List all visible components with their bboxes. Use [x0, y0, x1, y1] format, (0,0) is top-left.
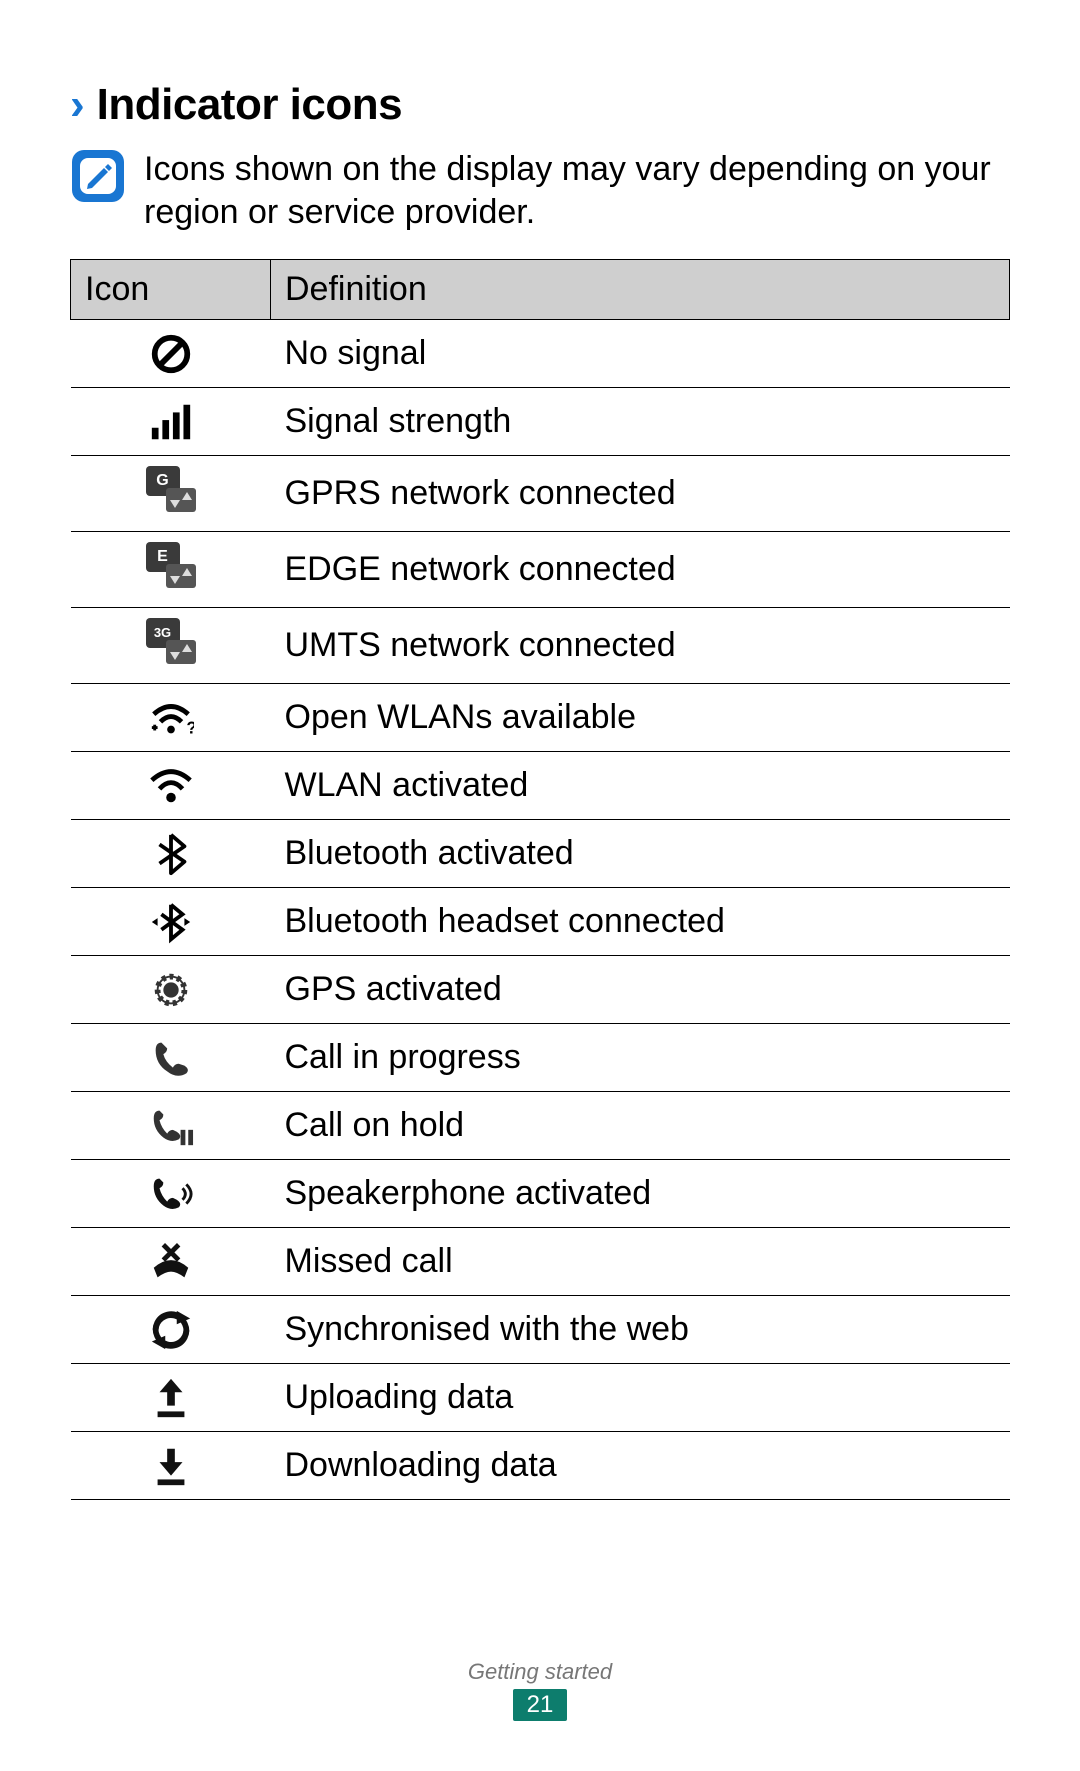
indicator-table: Icon Definition No signalSignal strength… — [70, 259, 1010, 1500]
table-row: Speakerphone activated — [71, 1160, 1010, 1228]
definition-cell: GPRS network connected — [271, 456, 1010, 532]
speakerphone-icon — [71, 1160, 271, 1228]
definition-cell: Speakerphone activated — [271, 1160, 1010, 1228]
definition-cell: No signal — [271, 320, 1010, 388]
section-heading-row: › Indicator icons — [70, 80, 1010, 130]
svg-text:?: ? — [186, 717, 194, 737]
edge-icon: E — [71, 532, 271, 608]
upload-icon — [71, 1364, 271, 1432]
table-row: Uploading data — [71, 1364, 1010, 1432]
col-header-icon: Icon — [71, 260, 271, 320]
definition-cell: Downloading data — [271, 1432, 1010, 1500]
bluetooth-icon — [71, 820, 271, 888]
definition-cell: Missed call — [271, 1228, 1010, 1296]
chevron-right-icon: › — [70, 83, 85, 127]
note-text: Icons shown on the display may vary depe… — [144, 148, 1010, 233]
table-row: EEDGE network connected — [71, 532, 1010, 608]
table-row: ? Open WLANs available — [71, 684, 1010, 752]
no-signal-icon — [71, 320, 271, 388]
definition-cell: Synchronised with the web — [271, 1296, 1010, 1364]
footer-page-number: 21 — [513, 1689, 568, 1721]
table-row: Downloading data — [71, 1432, 1010, 1500]
bt-headset-icon — [71, 888, 271, 956]
table-row: No signal — [71, 320, 1010, 388]
table-row: Bluetooth activated — [71, 820, 1010, 888]
table-row: Missed call — [71, 1228, 1010, 1296]
table-row: Call in progress — [71, 1024, 1010, 1092]
col-header-definition: Definition — [271, 260, 1010, 320]
gprs-icon: G — [71, 456, 271, 532]
wlan-icon — [71, 752, 271, 820]
definition-cell: EDGE network connected — [271, 532, 1010, 608]
open-wlan-icon: ? — [71, 684, 271, 752]
manual-page: › Indicator icons Icons shown on the dis… — [0, 0, 1080, 1771]
call-icon — [71, 1024, 271, 1092]
table-row: Signal strength — [71, 388, 1010, 456]
table-row: Bluetooth headset connected — [71, 888, 1010, 956]
section-heading: Indicator icons — [97, 80, 402, 130]
definition-cell: Call on hold — [271, 1092, 1010, 1160]
note-row: Icons shown on the display may vary depe… — [70, 148, 1010, 233]
download-icon — [71, 1432, 271, 1500]
definition-cell: GPS activated — [271, 956, 1010, 1024]
definition-cell: Bluetooth headset connected — [271, 888, 1010, 956]
table-row: GGPRS network connected — [71, 456, 1010, 532]
sync-icon — [71, 1296, 271, 1364]
gps-icon — [71, 956, 271, 1024]
call-hold-icon — [71, 1092, 271, 1160]
table-header-row: Icon Definition — [71, 260, 1010, 320]
signal-strength-icon — [71, 388, 271, 456]
umts-icon: 3G — [71, 608, 271, 684]
definition-cell: Bluetooth activated — [271, 820, 1010, 888]
definition-cell: UMTS network connected — [271, 608, 1010, 684]
table-row: GPS activated — [71, 956, 1010, 1024]
definition-cell: Signal strength — [271, 388, 1010, 456]
table-row: Synchronised with the web — [71, 1296, 1010, 1364]
footer-section-name: Getting started — [0, 1659, 1080, 1685]
table-row: 3GUMTS network connected — [71, 608, 1010, 684]
note-pencil-icon — [70, 148, 126, 204]
page-footer: Getting started 21 — [0, 1659, 1080, 1721]
definition-cell: Call in progress — [271, 1024, 1010, 1092]
table-row: WLAN activated — [71, 752, 1010, 820]
missed-call-icon — [71, 1228, 271, 1296]
definition-cell: Uploading data — [271, 1364, 1010, 1432]
definition-cell: Open WLANs available — [271, 684, 1010, 752]
definition-cell: WLAN activated — [271, 752, 1010, 820]
table-row: Call on hold — [71, 1092, 1010, 1160]
